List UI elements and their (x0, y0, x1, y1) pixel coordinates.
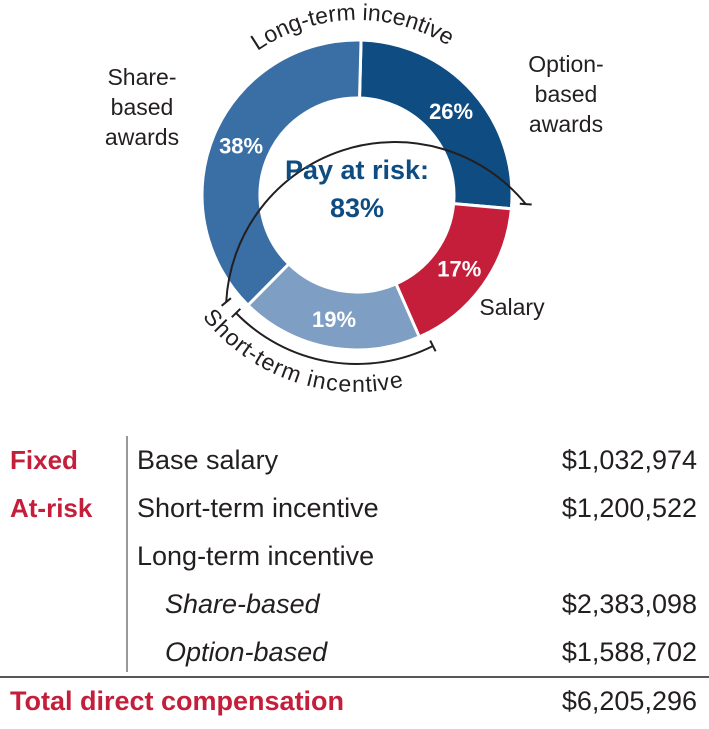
row-item: Option-based (165, 637, 328, 667)
slice-value-salary: 17% (437, 257, 481, 282)
row-amount: $1,588,702 (562, 637, 697, 667)
slice-value-option-based-awards: 26% (429, 99, 473, 124)
center-label: Pay at risk: (285, 155, 429, 185)
slice-caption-salary: Salary (479, 294, 545, 320)
row-item: Short-term incentive (137, 493, 379, 523)
bracket-arc-short-term-incentive (235, 312, 434, 365)
total-label: Total direct compensation (10, 686, 344, 716)
slice-labels: 26% 17% 19% 38% Pay at risk: 83% Option-based a… (105, 51, 604, 332)
total-amount: $6,205,296 (562, 686, 697, 716)
row-category: At-risk (10, 493, 93, 523)
slice-caption-share-based-awards: awards (105, 124, 179, 150)
bracket-arc-long-term-incentive (225, 141, 527, 303)
bracket-tick (519, 202, 532, 206)
row-item: Base salary (137, 445, 279, 475)
table-row: At-risk Short-term incentive $1,200,522 (10, 493, 697, 523)
row-amount: $1,200,522 (562, 493, 697, 523)
bracket-tick (429, 340, 437, 352)
slice-value-share-based-awards: 38% (219, 134, 263, 159)
bracket-tick (220, 297, 232, 307)
slice-value-short-term-incentive: 19% (312, 307, 356, 332)
table-row: Option-based $1,588,702 (165, 637, 697, 667)
slice-caption-option-based-awards: based (535, 81, 598, 107)
slice-caption-option-based-awards: awards (529, 111, 603, 137)
slice-caption-share-based-awards: based (111, 94, 174, 120)
total-row: Total direct compensation $6,205,296 (10, 686, 697, 716)
center-value: 83% (330, 193, 384, 223)
table-row: Fixed Base salary $1,032,974 (10, 445, 697, 475)
row-category: Fixed (10, 445, 78, 475)
slice-caption-share-based-awards: Share- (107, 64, 176, 90)
row-item: Long-term incentive (137, 541, 374, 571)
slice-option-based-awards (358, 38, 514, 211)
bracket-tick (231, 308, 242, 318)
row-item: Share-based (165, 589, 321, 619)
table-row: Share-based $2,383,098 (165, 589, 697, 619)
slice-caption-option-based-awards: Option- (528, 51, 603, 77)
row-amount: $1,032,974 (562, 445, 697, 475)
table-row: Long-term incentive (137, 541, 374, 571)
row-amount: $2,383,098 (562, 589, 697, 619)
compensation-table: Fixed Base salary $1,032,974 At-risk Short-t… (0, 436, 709, 716)
